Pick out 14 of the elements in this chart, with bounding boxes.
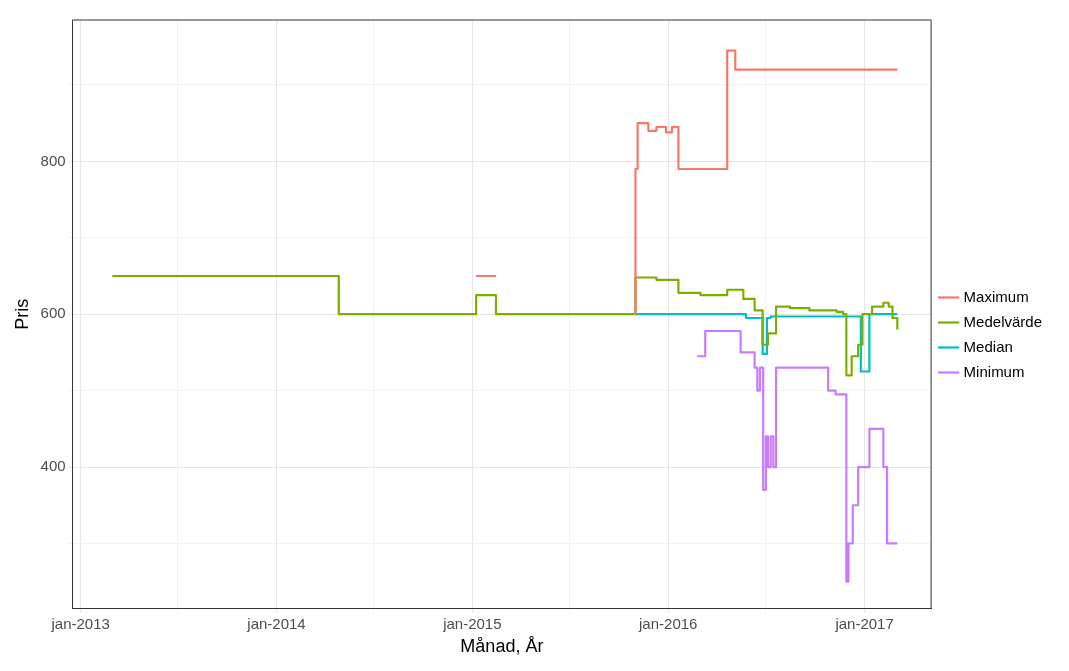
legend-label: Median (963, 337, 1013, 355)
y-axis-title: Pris (11, 298, 32, 330)
x-axis-title: Månad, År (460, 636, 544, 657)
y-tick-label: 800 (40, 151, 66, 169)
y-tick-label: 600 (40, 304, 66, 322)
legend-label: Maximum (963, 287, 1029, 305)
x-tick-label: jan-2014 (246, 614, 306, 632)
y-tick-label: 400 (40, 457, 66, 475)
x-tick-label: jan-2017 (834, 614, 894, 632)
x-tick-label: jan-2015 (442, 614, 502, 632)
x-tick-label: jan-2016 (638, 614, 698, 632)
legend-label: Medelvärde (963, 312, 1043, 330)
x-tick-label: jan-2013 (50, 614, 110, 632)
legend-label: Minimum (963, 362, 1025, 380)
